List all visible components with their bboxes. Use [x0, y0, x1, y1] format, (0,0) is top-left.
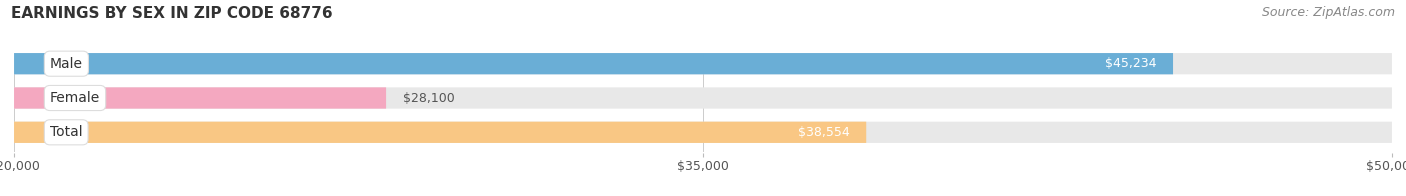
Text: $28,100: $28,100 — [402, 92, 454, 104]
Text: Source: ZipAtlas.com: Source: ZipAtlas.com — [1261, 6, 1395, 19]
Text: Male: Male — [49, 57, 83, 71]
FancyBboxPatch shape — [14, 122, 866, 143]
FancyBboxPatch shape — [14, 53, 1173, 74]
FancyBboxPatch shape — [14, 87, 387, 109]
FancyBboxPatch shape — [14, 122, 1392, 143]
Text: Female: Female — [49, 91, 100, 105]
Text: EARNINGS BY SEX IN ZIP CODE 68776: EARNINGS BY SEX IN ZIP CODE 68776 — [11, 6, 333, 21]
FancyBboxPatch shape — [14, 53, 1392, 74]
Text: $45,234: $45,234 — [1105, 57, 1157, 70]
Text: $38,554: $38,554 — [799, 126, 849, 139]
FancyBboxPatch shape — [14, 87, 1392, 109]
Text: Total: Total — [49, 125, 83, 139]
